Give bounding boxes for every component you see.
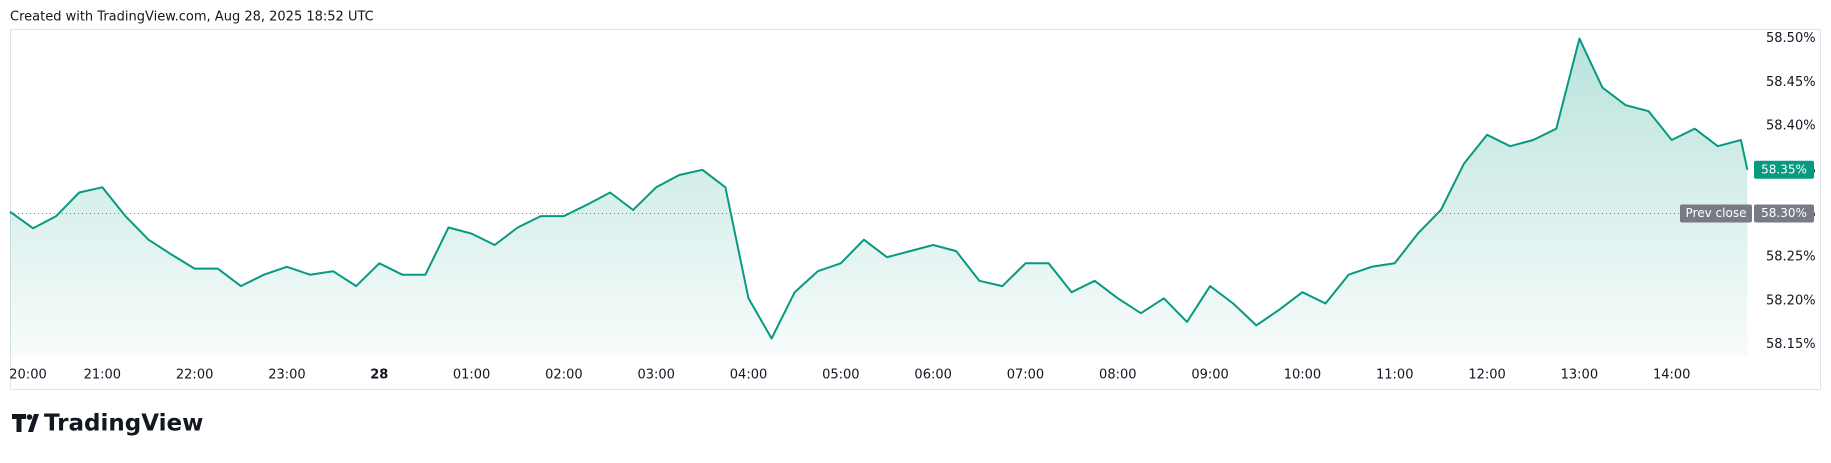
y-tick-label: 58.50%	[1766, 31, 1816, 46]
y-tick-label: 58.40%	[1766, 119, 1816, 134]
prev-close-name: Prev close	[1686, 206, 1747, 220]
last-price-box	[1754, 160, 1814, 179]
y-tick-label: 58.25%	[1766, 250, 1816, 265]
x-tick-label: 21:00	[84, 368, 121, 383]
y-tick-label: 58.15%	[1766, 337, 1816, 352]
x-tick-label: 05:00	[822, 368, 859, 383]
x-tick-label: 03:00	[637, 368, 674, 383]
prev-close-box	[1680, 204, 1752, 223]
price-line	[9, 37, 1749, 340]
x-tick-label: 11:00	[1376, 368, 1413, 383]
last-price-label: 58.35%	[1761, 162, 1807, 176]
x-tick-label: 07:00	[1007, 368, 1044, 383]
brand: TradingView	[44, 411, 203, 437]
x-tick-label: 22:00	[176, 368, 213, 383]
area-fill	[10, 38, 1748, 356]
x-tick-label: 06:00	[914, 368, 951, 383]
x-tick-label: 12:00	[1468, 368, 1505, 383]
x-tick-label: 08:00	[1099, 368, 1136, 383]
x-tick-label: 14:00	[1653, 368, 1690, 383]
x-tick-label: 04:00	[730, 368, 767, 383]
x-tick-label: 13:00	[1561, 368, 1598, 383]
x-tick-label: 10:00	[1284, 368, 1321, 383]
logo-mark	[12, 414, 39, 432]
x-tick-label: 01:00	[453, 368, 490, 383]
logo-dot	[26, 414, 33, 420]
x-tick-label: 09:00	[1191, 368, 1228, 383]
header: Created with TradingView.com, Aug 28, 20…	[10, 10, 374, 25]
brand-logo	[12, 414, 39, 432]
y-tick-label: 58.45%	[1766, 75, 1816, 90]
prev-close-value: 58.30%	[1761, 206, 1807, 220]
y-tick-label: 58.20%	[1766, 293, 1816, 308]
x-tick-label: 02:00	[545, 368, 582, 383]
x-tick-label: 28	[370, 368, 388, 383]
frame	[10, 29, 1821, 390]
x-tick-label: 23:00	[268, 368, 305, 383]
prev-close-value-box	[1754, 204, 1814, 223]
x-tick-label: 20:00	[9, 368, 46, 383]
